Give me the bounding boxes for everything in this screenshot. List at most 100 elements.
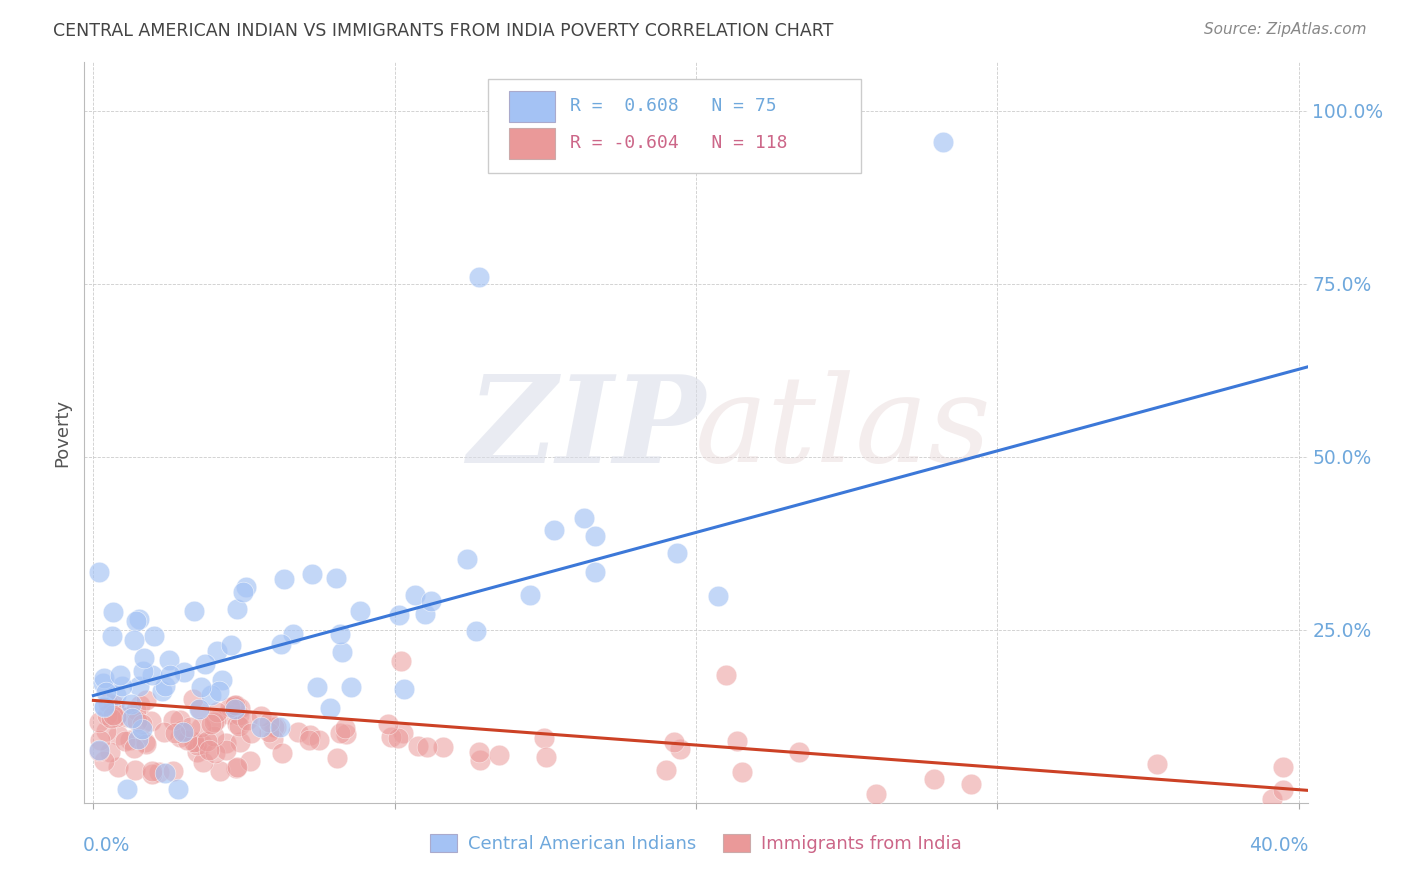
Point	[183, 604, 205, 618]
Point	[183, 735, 205, 749]
Point	[519, 588, 541, 602]
Point	[89, 715, 111, 730]
Point	[301, 566, 323, 581]
Point	[96, 707, 118, 722]
Point	[89, 744, 111, 758]
Point	[456, 551, 478, 566]
Point	[262, 731, 284, 746]
Point	[114, 734, 136, 748]
Point	[215, 736, 238, 750]
Point	[169, 713, 191, 727]
Point	[181, 692, 204, 706]
Point	[229, 701, 252, 715]
Point	[122, 741, 145, 756]
Point	[405, 588, 427, 602]
Point	[666, 546, 689, 560]
Point	[195, 734, 218, 748]
Point	[224, 702, 246, 716]
Point	[103, 605, 125, 619]
Point	[148, 764, 170, 779]
Point	[132, 651, 155, 665]
Point	[236, 714, 259, 728]
Point	[662, 734, 685, 748]
Point	[287, 725, 309, 739]
Point	[97, 696, 120, 710]
Point	[668, 742, 690, 756]
Point	[305, 680, 328, 694]
Point	[325, 571, 347, 585]
Point	[468, 269, 491, 284]
Point	[232, 584, 254, 599]
Point	[235, 580, 257, 594]
Point	[714, 667, 737, 681]
Point	[468, 745, 491, 759]
Point	[125, 703, 148, 717]
Point	[655, 764, 678, 778]
Point	[406, 739, 429, 754]
Point	[271, 746, 294, 760]
Point	[103, 698, 125, 713]
Point	[142, 628, 165, 642]
Point	[225, 716, 247, 731]
Point	[115, 781, 138, 796]
Point	[329, 725, 352, 739]
Point	[115, 710, 138, 724]
Point	[108, 668, 131, 682]
Point	[205, 713, 228, 727]
FancyBboxPatch shape	[488, 78, 860, 173]
Bar	[509, 128, 555, 159]
Point	[202, 715, 225, 730]
Point	[308, 732, 330, 747]
Point	[211, 673, 233, 687]
Point	[572, 511, 595, 525]
Point	[190, 680, 212, 694]
Point	[183, 735, 205, 749]
Point	[198, 742, 221, 756]
Point	[219, 638, 242, 652]
Point	[377, 717, 399, 731]
Point	[186, 745, 208, 759]
Point	[269, 720, 291, 734]
Point	[124, 763, 146, 777]
Point	[1260, 792, 1282, 806]
Point	[1146, 757, 1168, 772]
Point	[730, 765, 752, 780]
Point	[208, 764, 231, 779]
Point	[89, 743, 111, 757]
Point	[200, 688, 222, 702]
Point	[263, 721, 285, 735]
Point	[120, 698, 142, 712]
Point	[167, 781, 190, 796]
Point	[332, 645, 354, 659]
Point	[100, 710, 122, 724]
Point	[194, 657, 217, 671]
Y-axis label: Poverty: Poverty	[53, 399, 72, 467]
Text: 0.0%: 0.0%	[83, 836, 131, 855]
Point	[153, 725, 176, 739]
Point	[128, 679, 150, 693]
Text: 40.0%: 40.0%	[1250, 836, 1309, 855]
Point	[959, 776, 981, 790]
Point	[387, 731, 409, 745]
Point	[228, 718, 250, 732]
Point	[96, 723, 118, 738]
Point	[787, 745, 810, 759]
Point	[135, 693, 157, 707]
Point	[389, 654, 412, 668]
Point	[135, 738, 157, 752]
Point	[93, 671, 115, 685]
Point	[725, 734, 748, 748]
Point	[141, 667, 163, 681]
Point	[131, 716, 153, 731]
Point	[190, 720, 212, 734]
Point	[186, 738, 208, 752]
Point	[281, 627, 304, 641]
Point	[128, 698, 150, 713]
Point	[91, 676, 114, 690]
Point	[162, 714, 184, 728]
Point	[121, 711, 143, 725]
Text: R =  0.608   N = 75: R = 0.608 N = 75	[569, 97, 776, 115]
Point	[170, 723, 193, 737]
Point	[229, 735, 252, 749]
Bar	[509, 91, 555, 121]
